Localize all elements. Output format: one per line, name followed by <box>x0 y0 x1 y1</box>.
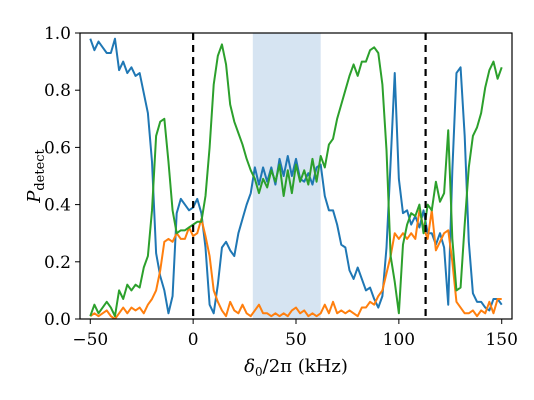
y-tick-label: 0.4 <box>44 196 71 216</box>
y-tick-label: 0.0 <box>44 310 71 330</box>
y-tick-label: 0.8 <box>44 81 71 101</box>
x-tick-label: 100 <box>383 330 415 350</box>
y-axis-label: Pdetect <box>24 148 48 203</box>
y-tick-label: 1.0 <box>44 24 71 44</box>
series-line-3 <box>89 43 503 318</box>
x-tick-label: 50 <box>285 330 307 350</box>
series-line-2 <box>89 209 502 319</box>
y-tick-label: 0.6 <box>44 138 71 158</box>
x-axis-label: δ0/2π (kHz) <box>244 356 348 379</box>
x-tick-label: 150 <box>485 330 517 350</box>
x-tick-label: −50 <box>72 330 108 350</box>
y-tick-label: 0.2 <box>44 253 71 273</box>
series-line-1 <box>89 37 503 315</box>
x-tick-label: 0 <box>188 330 199 350</box>
